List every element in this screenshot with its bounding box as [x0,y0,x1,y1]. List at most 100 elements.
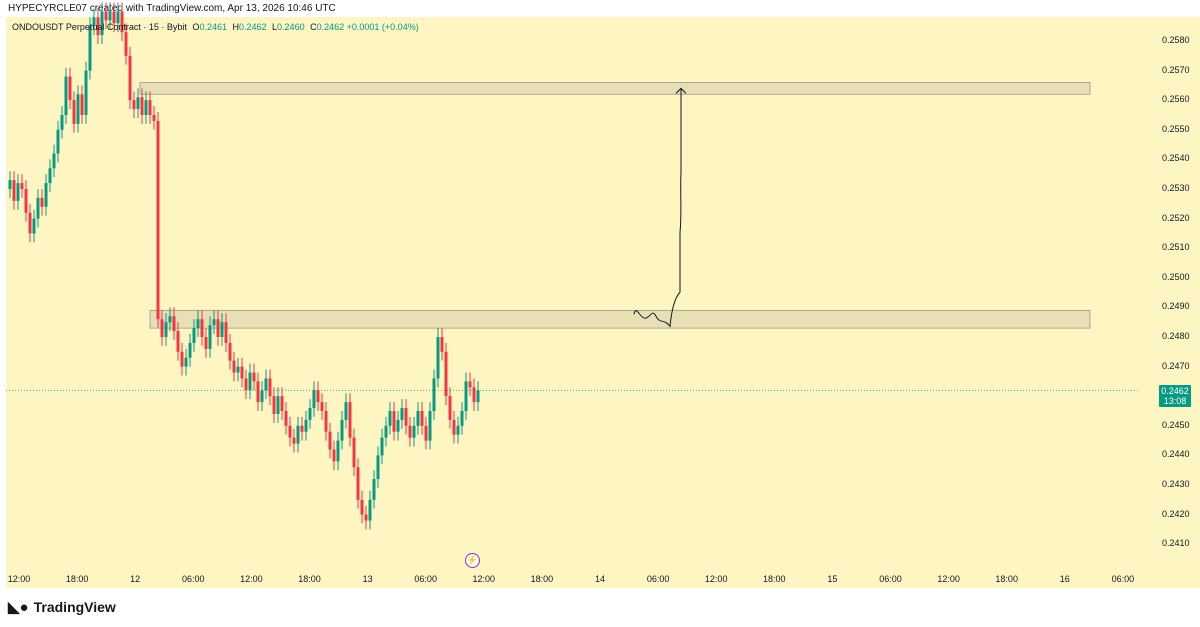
candle-body [200,319,204,337]
time-tick-label: 06:00 [414,574,437,584]
projection-arrowhead [675,87,687,94]
candle-body [140,97,144,115]
candle-body [396,419,400,432]
candle-body [220,322,224,337]
candle-body [400,408,404,420]
candle-body [256,381,260,403]
candle-body [80,94,84,115]
candle-body [240,366,244,379]
candle-body [340,419,344,441]
candle-body [160,319,164,337]
candle-body [328,431,332,450]
candle-body [8,180,12,189]
candle-body [432,378,436,411]
candle-body [452,419,456,435]
candle-body [56,129,60,154]
price-tick-label: 0.2420 [1162,508,1190,519]
candle-body [196,319,200,329]
candle-body [244,378,248,391]
candle-body [248,372,252,391]
candle-body [476,390,480,403]
last-price-badge: 0.2462 13:08 [1159,385,1191,407]
candle-body [344,402,348,420]
time-axis[interactable] [6,568,1200,588]
time-tick-label: 12:00 [704,574,728,584]
time-tick-label: 18:00 [65,574,89,584]
price-tick-label: 0.2450 [1162,419,1190,430]
candle-body [68,76,72,101]
candle-body [388,411,392,426]
candle-body [392,411,396,432]
time-tick-label: 06:00 [646,574,670,584]
price-tick-label: 0.2430 [1162,479,1190,489]
candle-body [44,183,48,207]
price-tick-label: 0.2520 [1162,212,1190,223]
candle-body [136,97,140,110]
time-tick-label: 15 [827,574,838,584]
candle-body [320,402,324,411]
tradingview-footer: ◣● TradingView [8,598,116,616]
time-tick-label: 06:00 [1111,574,1135,584]
price-tick-label: 0.2550 [1162,123,1190,134]
candle-body [372,479,376,500]
candle-body [112,11,116,24]
price-tick-label: 0.2570 [1162,64,1190,75]
candle-body [260,390,264,403]
candle-body [72,100,76,124]
candle-body [380,437,384,456]
candle-body [224,322,228,343]
candle-body [296,425,300,444]
supply-zone-0 [139,82,1091,95]
candle-body [460,411,464,426]
candle-body [252,372,256,382]
candle-body [404,408,408,426]
open-value: 0.2461 [199,22,227,32]
time-tick-label: 06:00 [182,574,205,584]
candle-body [348,402,352,438]
time-tick-label: 18:00 [995,574,1018,584]
lightning-icon[interactable]: ⚡ [465,553,480,568]
time-tick-label: 16 [1059,574,1070,584]
candle-body [144,100,148,115]
candle-body [356,467,360,500]
candle-body [116,11,120,24]
time-tick-label: 18:00 [763,574,786,584]
candle-body [48,168,52,184]
candle-body [272,396,276,414]
candle-body [152,115,156,121]
price-tick-label: 0.2560 [1162,94,1190,105]
candle-body [324,411,328,432]
time-tick-label: 12 [130,574,141,584]
candle-body [100,11,104,36]
tradingview-logo-icon: ◣● [8,599,29,616]
chart-area[interactable] [6,17,1138,568]
candle-body [208,325,212,349]
candle-body [408,425,412,438]
candle-body [12,180,16,201]
candle-body [36,197,40,219]
candle-body [284,411,288,426]
candle-body [368,499,372,521]
candle-body [264,378,268,391]
candle-body [172,316,176,332]
candle-body [268,378,272,397]
candle-body [128,55,132,101]
price-tick-label: 0.2470 [1162,360,1190,371]
time-tick-label: 18:00 [530,574,554,584]
candle-body [76,94,80,124]
candle-body [32,218,36,234]
time-tick-label: 12:00 [7,574,31,584]
time-tick-label: 12:00 [472,574,496,584]
price-tick-label: 0.2490 [1162,301,1190,312]
candle-body [96,17,100,36]
symbol-legend: ONDOUSDT Perpetual Contract · 15 · Bybit… [12,22,419,32]
price-tick-label: 0.2510 [1162,242,1190,253]
candle-body [292,437,296,444]
candle-body [316,390,320,403]
symbol-title[interactable]: ONDOUSDT Perpetual Contract · 15 · Bybit [12,22,187,32]
time-tick-label: 12:00 [937,574,960,584]
candle-body [104,11,108,21]
candle-body [332,449,336,462]
candle-body [84,70,88,115]
price-axis[interactable] [1138,17,1200,568]
